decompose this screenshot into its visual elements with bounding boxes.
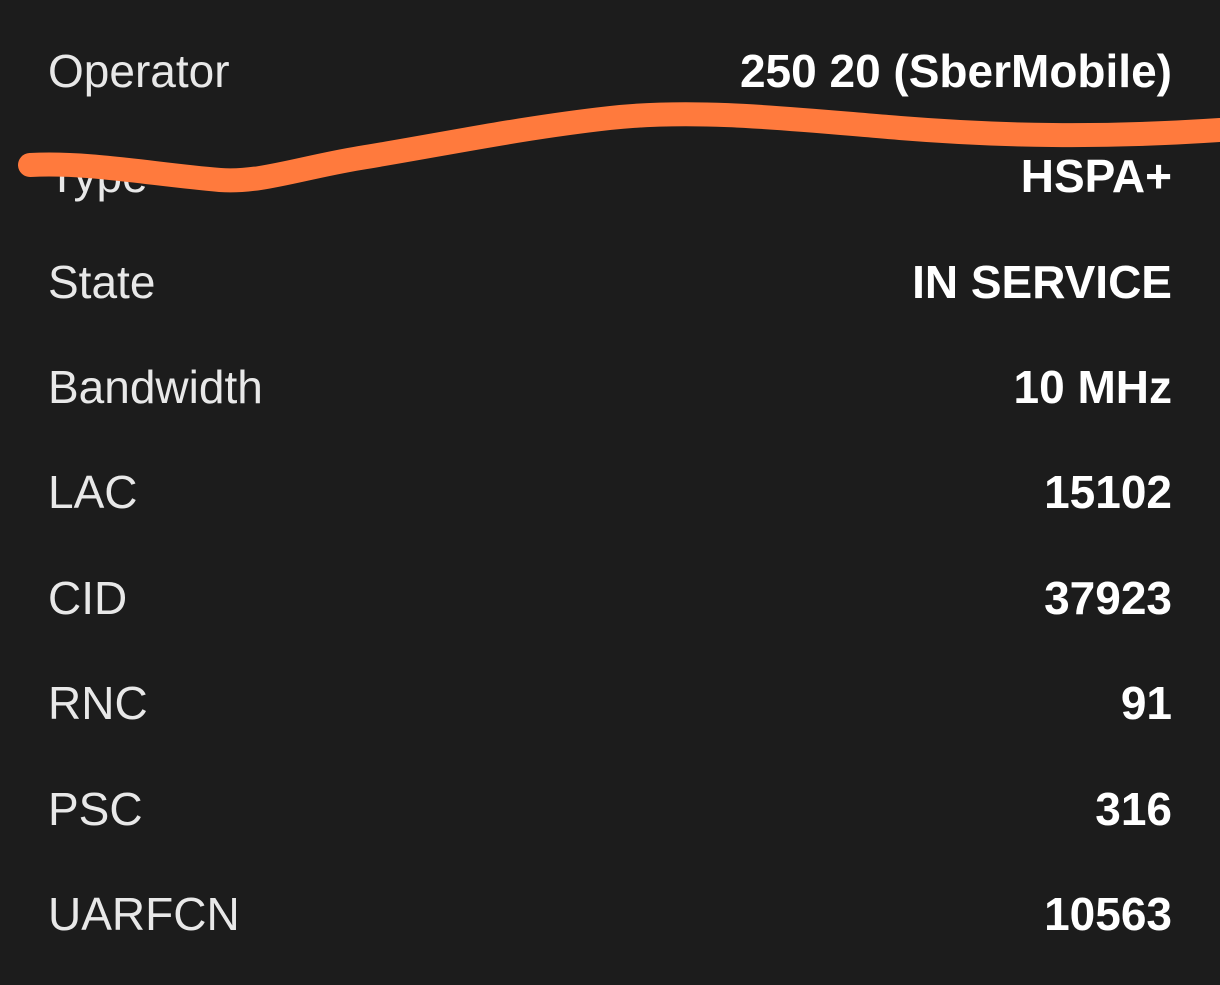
row-psc[interactable]: PSC 316 — [48, 756, 1172, 861]
value-operator: 250 20 (SberMobile) — [740, 44, 1172, 98]
label-state: State — [48, 255, 155, 309]
value-state: IN SERVICE — [912, 255, 1172, 309]
label-rnc: RNC — [48, 676, 148, 730]
label-cid: CID — [48, 571, 127, 625]
label-lac: LAC — [48, 465, 137, 519]
value-bandwidth: 10 MHz — [1014, 360, 1172, 414]
row-state[interactable]: State IN SERVICE — [48, 229, 1172, 334]
row-rnc[interactable]: RNC 91 — [48, 651, 1172, 756]
cell-info-list: Operator 250 20 (SberMobile) Type HSPA+ … — [0, 0, 1220, 985]
value-psc: 316 — [1095, 782, 1172, 836]
row-type[interactable]: Type HSPA+ — [48, 123, 1172, 228]
label-bandwidth: Bandwidth — [48, 360, 263, 414]
label-psc: PSC — [48, 782, 143, 836]
value-cid: 37923 — [1044, 571, 1172, 625]
label-operator: Operator — [48, 44, 230, 98]
row-cid[interactable]: CID 37923 — [48, 545, 1172, 650]
row-operator[interactable]: Operator 250 20 (SberMobile) — [48, 18, 1172, 123]
value-type: HSPA+ — [1021, 149, 1172, 203]
label-uarfcn: UARFCN — [48, 887, 240, 941]
row-lac[interactable]: LAC 15102 — [48, 440, 1172, 545]
value-uarfcn: 10563 — [1044, 887, 1172, 941]
label-type: Type — [48, 149, 148, 203]
row-uarfcn[interactable]: UARFCN 10563 — [48, 862, 1172, 967]
value-rnc: 91 — [1121, 676, 1172, 730]
value-lac: 15102 — [1044, 465, 1172, 519]
row-bandwidth[interactable]: Bandwidth 10 MHz — [48, 334, 1172, 439]
